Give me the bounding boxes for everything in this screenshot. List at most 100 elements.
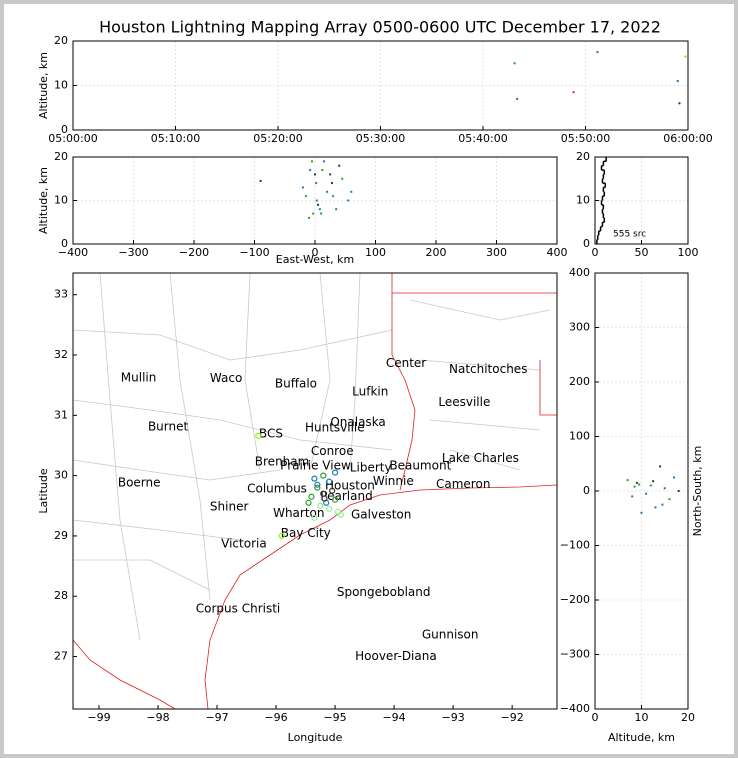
panel: −400 −300 −200 −100 0 100 200 300 400 0 10 20 East-W…	[37, 150, 568, 266]
source-point	[323, 160, 326, 163]
source-point	[305, 499, 312, 506]
source-point	[633, 485, 636, 488]
y-axis-label: Altitude, km	[37, 167, 50, 234]
city-label: Spongebobland	[337, 585, 431, 599]
source-point	[596, 51, 599, 54]
source-point	[341, 177, 344, 180]
y-tick-label: −100	[560, 539, 590, 552]
y-tick-label: 31	[54, 408, 68, 421]
y-axis-label: Latitude	[37, 468, 50, 514]
y-tick-label: 20	[54, 34, 68, 47]
x-tick-label: 05:20:00	[253, 132, 302, 145]
y-tick-label: 32	[54, 348, 68, 361]
source-point	[312, 212, 315, 215]
source-point	[676, 80, 679, 83]
source-point	[635, 481, 638, 484]
source-point	[659, 465, 662, 468]
city-label: Lake Charles	[442, 451, 519, 465]
y-tick-label: 400	[569, 266, 590, 279]
plot-frame	[72, 156, 558, 245]
x-tick-label: 05:00:00	[48, 132, 97, 145]
source-point	[572, 91, 575, 94]
x-tick-label: 05:50:00	[561, 132, 610, 145]
city-label: Conroe	[311, 444, 354, 458]
source-point	[626, 479, 629, 482]
city-label: Huntsville	[305, 420, 365, 434]
source-point	[326, 190, 329, 193]
city-label: Burnet	[148, 419, 189, 433]
x-tick-label: −300	[118, 246, 148, 259]
y-tick-label: 28	[54, 589, 68, 602]
x-tick-label: 100	[678, 246, 699, 259]
x-tick-label: 05:10:00	[151, 132, 200, 145]
city-label: Houston	[325, 478, 375, 492]
y-tick-label: −300	[560, 648, 590, 661]
x-tick-label: −95	[323, 711, 346, 724]
source-point	[311, 475, 318, 482]
source-point	[308, 493, 315, 500]
y-tick-label: 300	[569, 321, 590, 334]
city-label: Waco	[210, 371, 242, 385]
x-tick-label: −99	[87, 711, 110, 724]
source-point	[663, 487, 666, 490]
city-label: Brenham	[255, 454, 310, 468]
source-point	[350, 190, 353, 193]
source-point	[668, 498, 671, 501]
source-point	[516, 97, 519, 100]
source-point	[326, 505, 333, 512]
x-tick-label: 20	[681, 711, 695, 724]
source-point	[652, 480, 655, 483]
y-axis-label: North-South, km	[691, 446, 704, 537]
source-point	[335, 208, 338, 211]
city-label: Center	[386, 356, 426, 370]
y-tick-label: 27	[54, 650, 68, 663]
source-point	[654, 506, 657, 509]
source-point	[255, 432, 262, 439]
source-point	[321, 495, 328, 502]
y-tick-label: 0	[583, 484, 590, 497]
y-tick-label: 10	[54, 79, 68, 92]
x-tick-label: 50	[635, 246, 649, 259]
source-point	[337, 511, 345, 518]
y-tick-label: −400	[560, 702, 590, 715]
city-label: Onalaska	[330, 415, 385, 429]
y-tick-label: 33	[54, 288, 68, 301]
city-label: Mullin	[121, 370, 157, 384]
y-tick-label: 0	[583, 237, 590, 250]
source-point	[320, 212, 323, 215]
x-tick-label: 0	[592, 246, 599, 259]
x-tick-label: 300	[486, 246, 507, 259]
state-and-coast-lines	[73, 273, 557, 709]
source-point	[332, 195, 335, 198]
panel: 05:00:00 05:10:00 05:20:00 05:30:00 05:40:00…	[37, 34, 713, 145]
y-tick-label: 10	[576, 194, 590, 207]
city-label: Lufkin	[352, 384, 388, 398]
chart-title: Houston Lightning Mapping Array 0500-060…	[99, 18, 661, 37]
city-label: Leesville	[438, 395, 490, 409]
source-point	[329, 487, 336, 494]
panel: 0 10 20 −400 −300 −200 −100 0 100 200 300 400 Altitu…	[560, 266, 704, 744]
city-label: Natchitoches	[449, 362, 527, 376]
source-point	[661, 503, 664, 506]
city-label: Gunnison	[422, 627, 479, 641]
plot-frame	[72, 40, 689, 131]
city-label: Victoria	[221, 536, 267, 550]
x-tick-label: 200	[426, 246, 447, 259]
source-point	[315, 199, 318, 202]
source-point	[318, 208, 321, 211]
source-point	[329, 173, 332, 176]
source-point	[317, 203, 320, 206]
source-point	[677, 490, 680, 492]
figure-background	[4, 4, 734, 754]
x-axis-label: East-West, km	[276, 253, 354, 266]
source-point	[678, 102, 681, 105]
y-axis-label: Altitude, km	[37, 52, 50, 119]
city-label: Columbus	[247, 481, 307, 495]
source-point	[317, 502, 324, 509]
source-point	[320, 472, 327, 479]
city-label: Hoover-Diana	[355, 649, 437, 663]
source-point	[304, 195, 307, 198]
source-point	[314, 481, 321, 488]
x-tick-label: 05:40:00	[458, 132, 507, 145]
